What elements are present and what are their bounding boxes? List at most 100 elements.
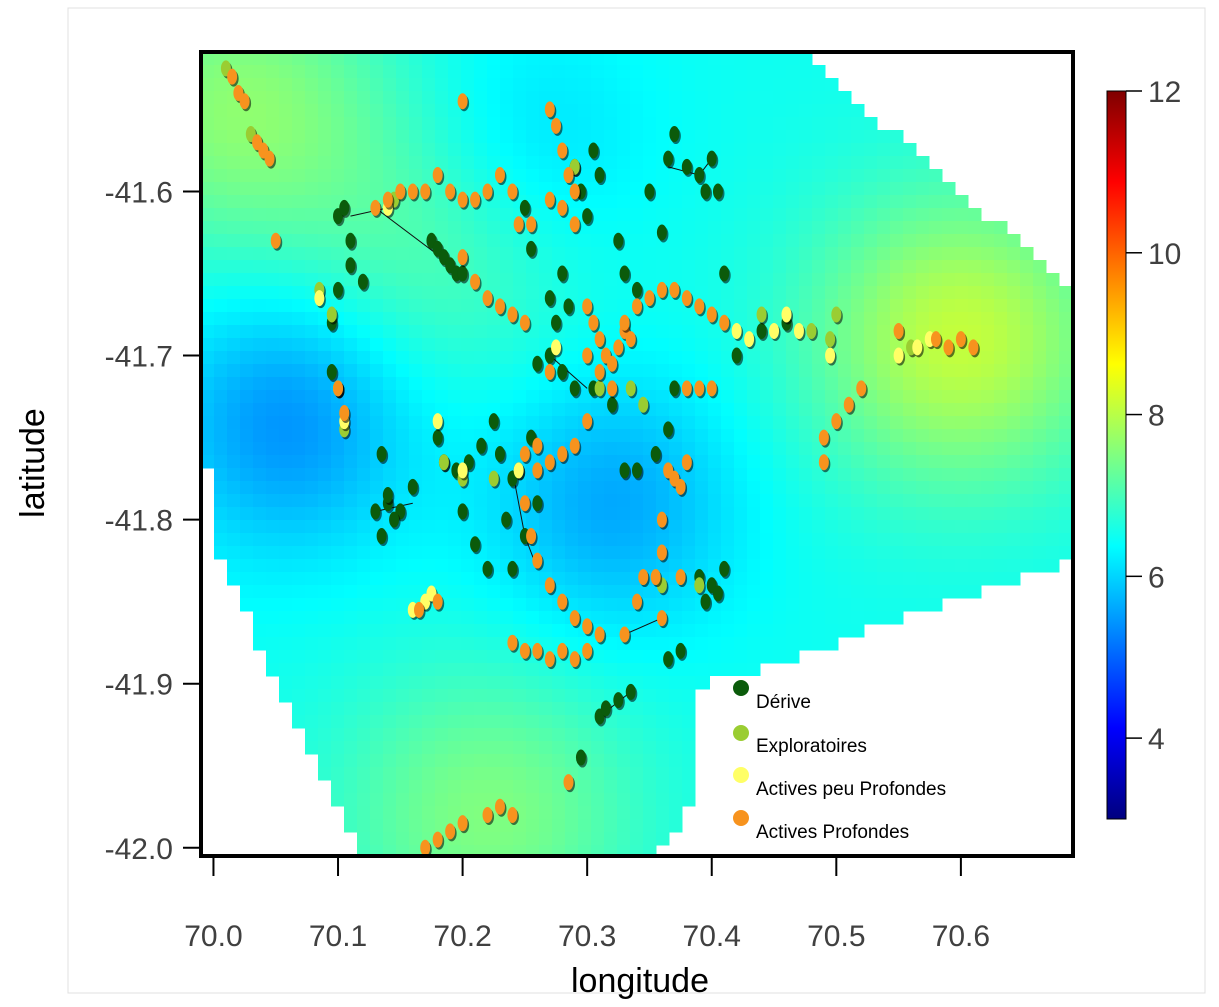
field-cell <box>903 546 917 560</box>
field-cell <box>474 507 488 521</box>
field-cell <box>474 767 488 781</box>
field-cell <box>435 390 449 404</box>
field-cell <box>487 637 501 651</box>
field-cell <box>669 624 683 638</box>
field-cell <box>799 299 813 313</box>
field-cell <box>877 468 891 482</box>
field-cell <box>864 455 878 469</box>
field-cell <box>773 221 787 235</box>
field-cell <box>656 351 670 365</box>
field-cell <box>825 260 839 274</box>
field-cell <box>500 429 514 443</box>
field-cell <box>734 481 748 495</box>
field-cell <box>1007 377 1021 391</box>
field-cell <box>513 767 527 781</box>
field-cell <box>474 364 488 378</box>
field-cell <box>877 286 891 300</box>
field-cell <box>253 507 267 521</box>
field-cell <box>383 663 397 677</box>
field-cell <box>422 481 436 495</box>
field-cell <box>539 117 553 131</box>
field-cell <box>357 676 371 690</box>
field-cell <box>838 624 852 638</box>
field-cell <box>695 117 709 131</box>
field-cell <box>487 702 501 716</box>
field-cell <box>656 377 670 391</box>
y-tick-label: -42.0 <box>105 833 173 866</box>
data-point <box>526 240 537 257</box>
field-cell <box>318 104 332 118</box>
field-cell <box>695 247 709 261</box>
field-cell <box>643 468 657 482</box>
field-cell <box>968 520 982 534</box>
field-cell <box>591 247 605 261</box>
field-cell <box>630 832 644 846</box>
data-point <box>712 183 723 200</box>
field-cell <box>513 234 527 248</box>
field-cell <box>539 234 553 248</box>
field-cell <box>903 598 917 612</box>
field-cell <box>305 494 319 508</box>
field-cell <box>305 338 319 352</box>
field-cell <box>812 494 826 508</box>
field-cell <box>1059 442 1073 456</box>
field-cell <box>877 533 891 547</box>
field-cell <box>448 520 462 534</box>
field-cell <box>695 455 709 469</box>
field-cell <box>916 286 930 300</box>
field-cell <box>695 416 709 430</box>
field-cell <box>1007 455 1021 469</box>
field-cell <box>604 520 618 534</box>
field-cell <box>682 494 696 508</box>
field-cell <box>682 663 696 677</box>
field-cell <box>786 494 800 508</box>
field-cell <box>734 299 748 313</box>
field-cell <box>396 338 410 352</box>
field-cell <box>214 390 228 404</box>
field-cell <box>591 208 605 222</box>
field-cell <box>318 143 332 157</box>
field-cell <box>474 650 488 664</box>
legend-marker-actives-profondes <box>733 810 749 826</box>
field-cell <box>500 104 514 118</box>
field-cell <box>422 78 436 92</box>
field-cell <box>916 455 930 469</box>
field-cell <box>695 143 709 157</box>
data-point <box>719 265 730 282</box>
field-cell <box>279 312 293 326</box>
field-cell <box>942 468 956 482</box>
field-cell <box>448 715 462 729</box>
field-cell <box>565 819 579 833</box>
field-cell <box>643 793 657 807</box>
field-cell <box>279 494 293 508</box>
field-cell <box>318 767 332 781</box>
data-point <box>445 823 456 840</box>
field-cell <box>448 533 462 547</box>
field-cell <box>396 806 410 820</box>
field-cell <box>851 247 865 261</box>
field-cell <box>721 611 735 625</box>
field-cell <box>656 91 670 105</box>
field-cell <box>370 845 384 856</box>
data-point <box>582 208 593 225</box>
field-cell <box>604 832 618 846</box>
field-cell <box>266 650 280 664</box>
field-cell <box>422 546 436 560</box>
data-point <box>544 454 555 471</box>
field-cell <box>1046 416 1060 430</box>
field-cell <box>695 325 709 339</box>
field-cell <box>786 247 800 261</box>
field-cell <box>396 299 410 313</box>
field-cell <box>448 494 462 508</box>
data-point <box>557 593 568 610</box>
field-cell <box>409 247 423 261</box>
field-cell <box>734 455 748 469</box>
field-cell <box>1033 507 1047 521</box>
field-cell <box>1046 494 1060 508</box>
field-cell <box>409 130 423 144</box>
field-cell <box>526 156 540 170</box>
field-cell <box>487 260 501 274</box>
field-cell <box>630 715 644 729</box>
field-cell <box>669 299 683 313</box>
field-cell <box>409 676 423 690</box>
